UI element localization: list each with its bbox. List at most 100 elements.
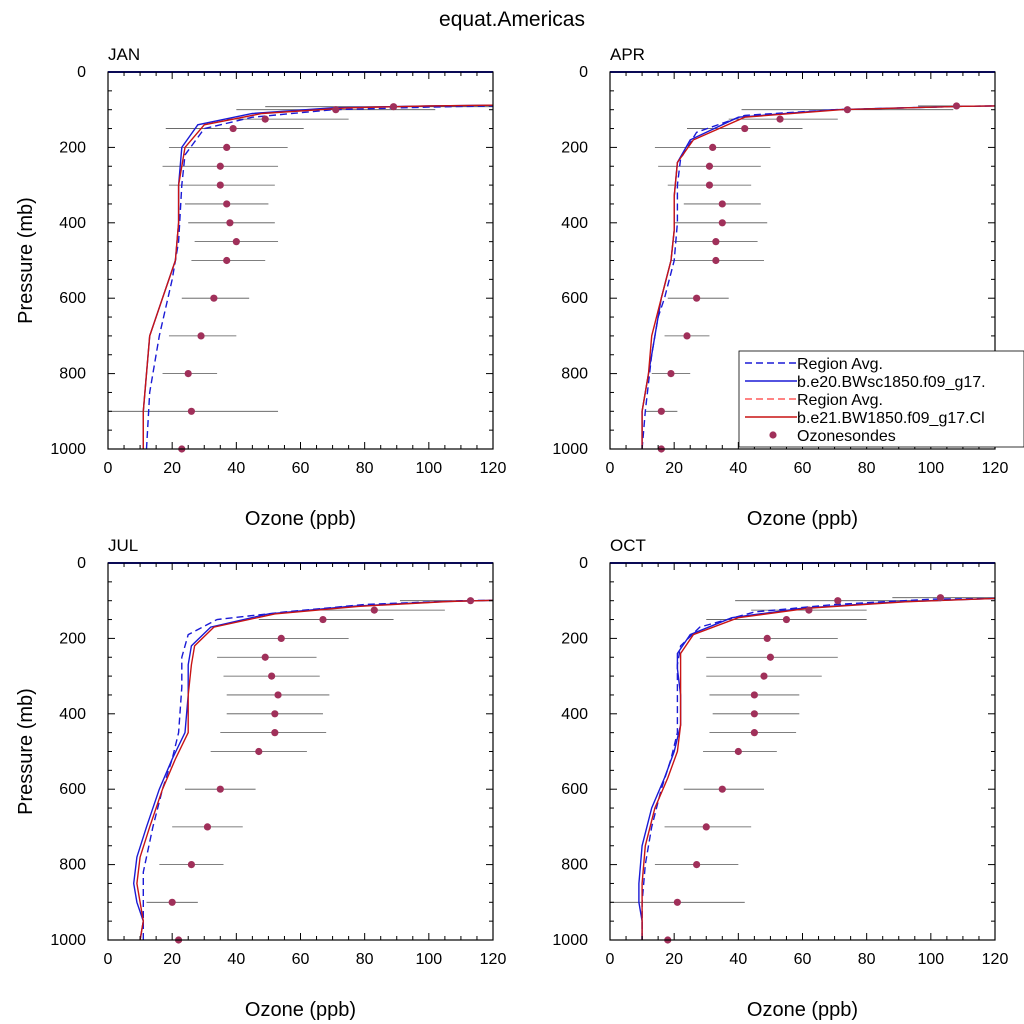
- x-tick-label: 60: [794, 951, 812, 968]
- sonde-point: [705, 181, 714, 189]
- x-tick-label: 80: [356, 460, 374, 477]
- legend-label: Region Avg.: [797, 392, 883, 409]
- legend-label: Region Avg.: [797, 356, 883, 373]
- sonde-point: [766, 653, 775, 661]
- y-tick-label: 1000: [50, 441, 86, 458]
- x-tick-label: 120: [480, 460, 507, 477]
- sonde-point: [370, 606, 378, 614]
- sonde-point: [683, 332, 691, 340]
- sonde-point: [268, 672, 276, 680]
- y-tick-label: 1000: [552, 441, 588, 458]
- sonde-point: [216, 785, 224, 793]
- series-model-line: [136, 599, 493, 940]
- sonde-point: [741, 124, 749, 133]
- x-tick-label: 80: [858, 460, 876, 477]
- y-tick-label: 200: [561, 630, 588, 647]
- x-tick-label: 60: [292, 951, 310, 968]
- series-model-line: [142, 104, 493, 449]
- sonde-point: [277, 634, 285, 643]
- x-tick-label: 20: [163, 460, 181, 477]
- sonde-point: [187, 861, 196, 869]
- sonde-point: [952, 102, 961, 110]
- y-tick-label: 0: [77, 64, 86, 81]
- sonde-point: [197, 332, 205, 340]
- y-tick-label: 1000: [552, 932, 588, 949]
- sonde-point: [712, 238, 720, 246]
- sonde-point: [718, 219, 726, 227]
- sonde-point: [657, 407, 665, 415]
- sonde-point: [332, 106, 340, 114]
- sonde-point: [702, 823, 710, 831]
- x-axis-label: Ozone (ppb): [245, 999, 356, 1021]
- x-axis-label: Ozone (ppb): [747, 508, 858, 530]
- x-tick-label: 0: [606, 460, 615, 477]
- sonde-point: [782, 615, 791, 624]
- x-tick-label: 40: [227, 460, 245, 477]
- sonde-point: [805, 606, 813, 614]
- x-tick-label: 100: [415, 460, 442, 477]
- x-tick-label: 80: [858, 951, 876, 968]
- sonde-point: [223, 200, 231, 208]
- sonde-point: [763, 634, 771, 643]
- sonde-point: [693, 294, 701, 302]
- sonde-point: [693, 861, 701, 869]
- y-tick-label: 0: [579, 64, 588, 81]
- y-tick-label: 600: [59, 290, 86, 307]
- sonde-point: [705, 162, 714, 170]
- x-tick-label: 120: [982, 951, 1009, 968]
- series-region-avg-dashed: [145, 105, 493, 449]
- sonde-point: [274, 691, 282, 699]
- legend-label: b.e20.BWsc1850.f09_g17.: [797, 374, 986, 391]
- sonde-point: [271, 710, 279, 718]
- sonde-point: [750, 729, 758, 737]
- x-tick-label: 0: [104, 460, 113, 477]
- sonde-point: [776, 115, 784, 123]
- x-tick-label: 100: [917, 951, 944, 968]
- legend-marker: [769, 431, 777, 439]
- legend: Region Avg.b.e20.BWsc1850.f09_g17.Region…: [738, 350, 1024, 448]
- sonde-point: [936, 594, 945, 602]
- x-axis-label: Ozone (ppb): [747, 999, 858, 1021]
- y-tick-label: 800: [561, 857, 588, 874]
- sonde-point: [709, 143, 717, 151]
- x-tick-label: 20: [163, 951, 181, 968]
- y-tick-label: 200: [59, 630, 86, 647]
- y-tick-label: 0: [579, 555, 588, 572]
- panel-label: APR: [610, 45, 645, 64]
- sonde-point: [712, 256, 720, 265]
- series-model-line: [641, 597, 995, 940]
- y-tick-label: 600: [561, 781, 588, 798]
- y-tick-label: 400: [561, 706, 588, 723]
- sonde-point: [319, 615, 327, 624]
- sonde-point: [750, 691, 758, 699]
- x-tick-label: 0: [606, 951, 615, 968]
- sonde-point: [226, 219, 234, 227]
- x-tick-label: 100: [415, 951, 442, 968]
- sonde-point: [718, 785, 726, 793]
- sonde-point: [667, 370, 675, 378]
- y-tick-label: 800: [561, 366, 588, 383]
- x-tick-label: 40: [729, 460, 747, 477]
- sonde-point: [223, 143, 231, 151]
- figure-title: equat.Americas: [439, 8, 585, 31]
- y-tick-label: 200: [59, 139, 86, 156]
- y-axis-label: Pressure (mb): [15, 197, 37, 324]
- sonde-point: [184, 370, 192, 378]
- series-region-avg-dashed: [142, 599, 493, 940]
- y-tick-label: 0: [77, 555, 86, 572]
- sonde-point: [210, 294, 218, 302]
- series-model-line: [142, 104, 493, 449]
- legend-label: b.e21.BW1850.f09_g17.Cl: [797, 410, 985, 427]
- x-axis-label: Ozone (ppb): [245, 508, 356, 530]
- panel-apr: APR 0 20 40 60 80 100 120 0 200 400 600 800 1000 Ozone…: [552, 45, 1008, 530]
- y-axis-label: Pressure (mb): [15, 688, 37, 815]
- x-tick-label: 120: [480, 951, 507, 968]
- sonde-point: [203, 823, 212, 831]
- sonde-point: [750, 710, 758, 718]
- x-tick-label: 0: [104, 951, 113, 968]
- sonde-point: [834, 597, 842, 605]
- sonde-point: [271, 729, 279, 737]
- legend-box: [738, 350, 1024, 448]
- series-region-avg-dashed: [641, 597, 995, 940]
- panel-jan: JAN 0 20 40 60 80 100 120 0 200 400 600 800 1000 Ozone…: [15, 45, 506, 530]
